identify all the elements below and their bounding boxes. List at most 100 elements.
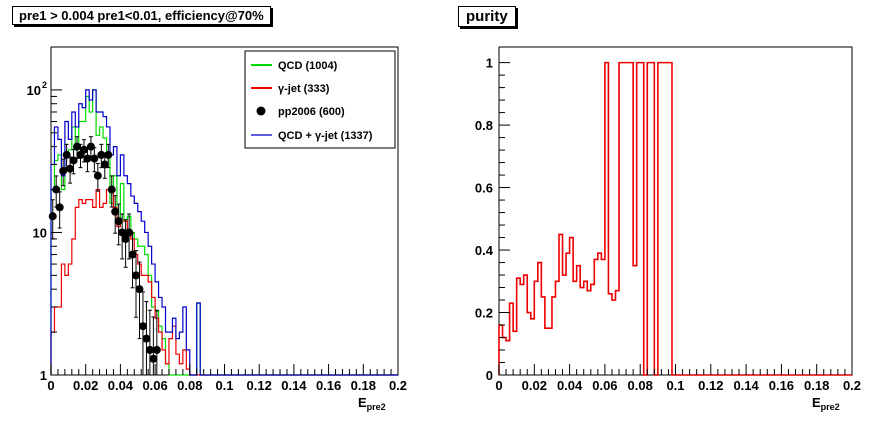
- data-point-marker: [107, 185, 116, 194]
- data-point: [104, 143, 113, 169]
- data-point: [114, 203, 123, 246]
- y-tick-label: 10: [27, 83, 41, 98]
- data-point-marker: [100, 160, 109, 169]
- y-tick-label: 0.2: [475, 306, 493, 321]
- data-point-marker: [121, 234, 130, 243]
- legend-label-gamma-jet: γ-jet (333): [278, 83, 330, 95]
- series-layer-right: [498, 61, 852, 376]
- data-point: [125, 213, 134, 260]
- series-line-1-0: [498, 61, 852, 376]
- data-point-marker: [132, 271, 141, 280]
- x-tick-label: 0.08: [177, 378, 202, 393]
- data-point: [90, 147, 99, 173]
- data-point: [149, 316, 158, 376]
- chart-title-left: pre1 > 0.004 pre1<0.01, efficiency@70%: [12, 6, 271, 25]
- data-point: [152, 309, 161, 376]
- x-tick-label: 0.1: [215, 378, 233, 393]
- data-point-marker: [125, 228, 134, 237]
- x-tick-label: 0.2: [843, 378, 861, 393]
- legend-marker-pp2006: [256, 106, 266, 116]
- x-tick-label: 0: [47, 378, 54, 393]
- data-point-marker: [55, 203, 64, 212]
- data-point: [121, 219, 130, 268]
- data-point: [132, 250, 141, 318]
- legend-label-qcd: QCD (1004): [278, 60, 338, 72]
- x-tick-label: 0.16: [316, 378, 341, 393]
- data-point-marker: [152, 345, 161, 354]
- data-point-marker: [145, 345, 154, 354]
- data-point: [100, 152, 109, 179]
- x-tick-label: 0.14: [733, 378, 759, 393]
- x-tick-label: 0.04: [557, 378, 583, 393]
- x-tick-label: 0.08: [628, 378, 653, 393]
- data-point: [145, 309, 154, 376]
- y-tick-label: 0.8: [475, 118, 493, 133]
- y-tick-label: 0.4: [475, 243, 494, 258]
- data-point: [111, 195, 120, 234]
- data-point-marker: [73, 142, 82, 151]
- legend: QCD (1004) γ-jet (333) pp2006 (600) QCD …: [244, 50, 396, 149]
- x-tick-label: 0.2: [389, 378, 407, 393]
- data-point-marker: [48, 212, 57, 221]
- data-point: [118, 213, 127, 260]
- data-point-marker: [114, 217, 123, 226]
- panel-purity: 0 0.02 0.04 0.06 0.08 0.1 0.12 0.14 0.16 0.18 0.2 0…: [475, 46, 861, 412]
- x-tick-label: 0.12: [698, 378, 723, 393]
- x-tick-label: 0.06: [142, 378, 167, 393]
- data-point-marker: [135, 285, 144, 294]
- data-point: [62, 143, 71, 169]
- x-tick-label: 0.14: [281, 378, 307, 393]
- x-tick-label: 0.1: [666, 378, 684, 393]
- data-point-marker: [97, 150, 106, 159]
- x-tick-label: 0.16: [769, 378, 794, 393]
- x-tick-label: 0: [495, 378, 502, 393]
- x-tick-label: 0.04: [108, 378, 134, 393]
- y-tick-label: 1: [40, 368, 47, 383]
- x-axis-label: Epre2: [358, 395, 386, 412]
- y-tick-label: 0.6: [475, 181, 493, 196]
- x-tick-label: 0.18: [804, 378, 829, 393]
- x-tick-label: 0.18: [351, 378, 376, 393]
- axes-layer-right: 0 0.02 0.04 0.06 0.08 0.1 0.12 0.14 0.16 0.18 0.2 0…: [475, 56, 861, 412]
- data-point: [55, 191, 64, 229]
- x-axis-label: Epre2: [812, 395, 840, 412]
- y-tick-label: 1: [486, 56, 493, 71]
- legend-label-pp2006: pp2006 (600): [278, 106, 345, 118]
- axes-layer-left: 0 0.02 0.04 0.06 0.08 0.1 0.12 0.14 0.16 0.18 0.2 1…: [27, 46, 407, 412]
- series-line-0-1: [50, 188, 398, 376]
- panel-energy-distribution: 0 0.02 0.04 0.06 0.08 0.1 0.12 0.14 0.16 0.18 0.2 1…: [27, 46, 407, 412]
- x-tick-label: 0.02: [522, 378, 547, 393]
- data-point: [128, 232, 137, 289]
- data-point-marker: [104, 150, 113, 159]
- data-point-marker: [59, 166, 68, 175]
- x-tick-label: 0.12: [247, 378, 272, 393]
- data-point-marker: [83, 154, 92, 163]
- series-line-0-2: [50, 89, 398, 376]
- data-point-marker: [62, 150, 71, 159]
- data-point: [138, 291, 147, 376]
- data-point-marker: [90, 154, 99, 163]
- chart-title-right: purity: [458, 6, 516, 27]
- data-point: [142, 301, 151, 376]
- data-point: [93, 162, 102, 192]
- x-tick-label: 0.06: [592, 378, 617, 393]
- series-layer-left: [50, 89, 398, 376]
- data-points-layer-left: [48, 136, 161, 376]
- data-point-marker: [86, 142, 95, 151]
- data-point-marker: [93, 171, 102, 180]
- legend-box: [244, 50, 396, 149]
- data-point-marker: [69, 156, 78, 165]
- data-point-marker: [128, 250, 137, 259]
- legend-label-combined: QCD + γ-jet (1337): [278, 130, 373, 142]
- y-tick-exponent: 2: [42, 80, 47, 90]
- data-point: [107, 175, 116, 208]
- data-point-marker: [111, 207, 120, 216]
- data-point-marker: [66, 164, 75, 173]
- data-point: [59, 158, 68, 187]
- y-tick-label: 10: [33, 225, 47, 240]
- data-point-marker: [79, 145, 88, 154]
- data-point-marker: [142, 334, 151, 343]
- x-tick-label: 0.02: [73, 378, 98, 393]
- data-point-marker: [118, 228, 127, 237]
